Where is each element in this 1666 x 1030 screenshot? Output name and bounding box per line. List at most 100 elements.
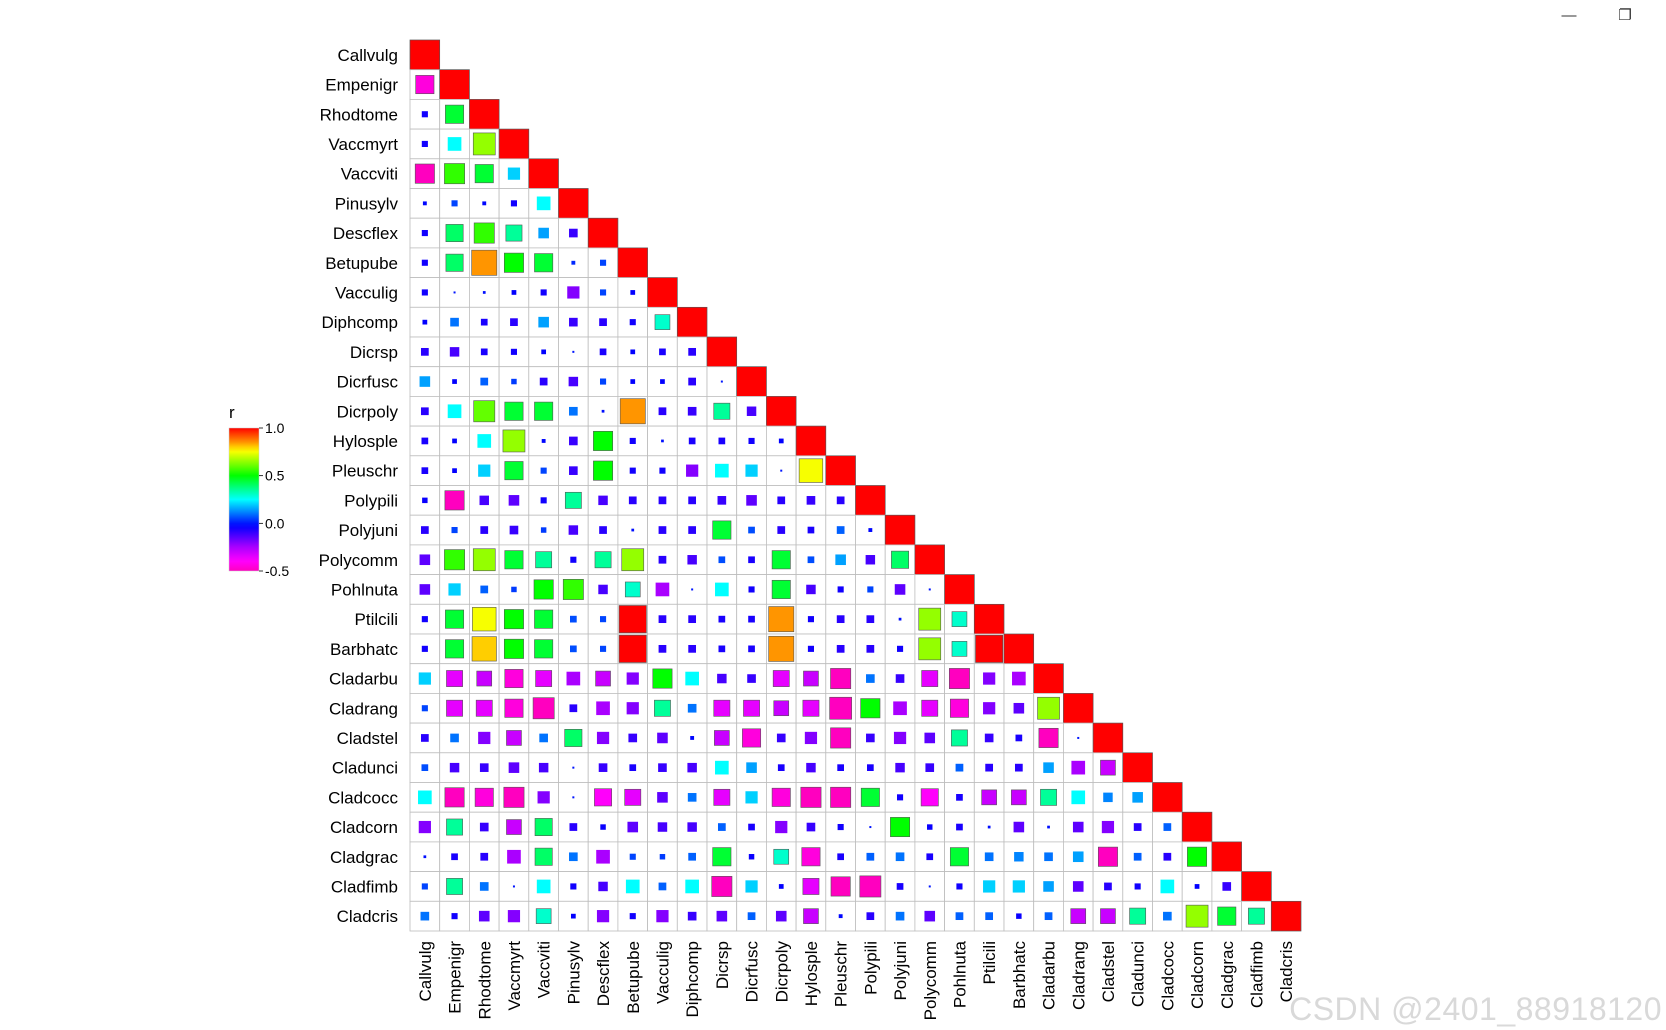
column-labels: Callvulg Empenigr Rhodtome Vaccmyrt Vaccviti… [416,940,1296,1020]
corr-square-Vacculig-Descflex [599,289,607,296]
minimize-icon[interactable]: — [1561,6,1577,24]
corr-square-Polyjuni-Hylosple [807,526,815,534]
corr-square-Pohlnuta-Vaccmyrt [511,586,517,593]
row-label-Cladfimb: Cladfimb [331,877,398,896]
corr-square-Pohlnuta-Betupube [624,581,641,598]
corr-square-Cladarbu-Vaccmyrt [504,669,524,689]
cell-Dicrfusc-Betupube [617,366,649,397]
corr-square-Cladunci-Polycomm [925,763,935,772]
colorbar-tick-label: 1.0 [265,420,285,436]
col-label-Cladstel: Cladstel [1099,941,1118,1002]
corr-square-Cladcorn-Ptilcili [987,825,991,829]
col-label-Dicrfusc: Dicrfusc [743,941,762,1003]
restore-icon[interactable]: ❐ [1618,7,1632,24]
row-label-Dicrsp: Dicrsp [350,343,398,362]
corr-square-Hylosple-Pinusylv [569,436,578,446]
corr-square-Pohlnuta-Vaccviti [533,579,554,600]
corr-square-Cladrang-Diphcomp [687,703,697,713]
col-label-Vaccmyrt: Vaccmyrt [505,941,524,1011]
corr-square-Ptilcili-Vaccviti [534,609,554,629]
corr-square-Cladcocc-Pohlnuta [956,794,963,801]
corr-square-Dicrpoly-Dicrsp [713,402,731,420]
colorbar-tick-label: 0.5 [265,468,285,484]
corr-square-Cladarbu-Diphcomp [685,671,699,686]
corr-square-Cladrang-Dicrsp [713,699,731,717]
corr-square-Vaccviti-Vaccmyrt [507,167,521,180]
corr-square-Cladcorn-Pinusylv [569,823,578,831]
corr-square-Cladcorn-Dicrsp [717,823,726,831]
corr-square-Cladgrac-Cladcocc [1163,852,1172,861]
corr-square-Pleuschr-Vaccmyrt [504,461,524,481]
corr-square-Cladgrac-Rhodtome [480,852,489,861]
cell-Cladcorn-Cladcocc [1152,811,1183,843]
corr-square-Vaccviti-Vaccviti [528,158,559,189]
colorbar-tick-label: -0.5 [265,563,289,579]
corr-square-Barbhatc-Vaccmyrt [503,638,524,659]
corr-square-Cladcris-Dicrfusc [747,912,756,921]
corr-square-Barbhatc-Ptilcili [975,634,1004,663]
corr-square-Barbhatc-Dicrsp [718,645,726,653]
corr-square-Diphcomp-Pinusylv [569,317,578,327]
corr-square-Polycomm-Callvulg [419,554,431,566]
corr-square-Cladgrac-Hylosple [801,847,821,867]
corr-square-Pohlnuta-Callvulg [419,584,431,595]
corr-square-Cladcris-Cladstel [1100,908,1116,924]
corr-square-Cladgrac-Pleuschr [837,853,844,861]
corr-square-Cladstel-Dicrpoly [776,733,786,743]
corr-square-Polypili-Dicrsp [717,496,727,505]
corr-square-Cladcocc-Cladunci [1132,792,1143,803]
corr-square-Hylosple-Diphcomp [688,437,696,445]
corr-square-Barbhatc-Descflex [599,645,607,652]
corr-square-Dicrpoly-Dicrpoly [766,396,797,427]
corr-square-Cladcris-Cladcris [1271,900,1302,932]
corr-square-Cladcris-Betupube [629,913,636,920]
corr-square-Cladcorn-Cladrang [1072,821,1084,833]
corr-square-Cladcorn-Vaccmyrt [506,819,522,835]
corr-square-Cladrang-Ptilcili [983,702,996,715]
corr-square-Cladunci-Barbhatc [1014,763,1023,772]
col-label-Cladgrac: Cladgrac [1218,941,1237,1010]
corr-square-Pohlnuta-Dicrsp [715,582,729,597]
corr-square-Ptilcili-Vaccmyrt [503,609,524,630]
corr-square-Barbhatc-Dicrpoly [768,635,795,662]
corr-square-Polyjuni-Vacculig [658,526,667,534]
corr-square-Barbhatc-Polycomm [918,637,942,661]
corr-square-Polycomm-Pleuschr [835,554,846,566]
corr-square-Polycomm-Rhodtome [472,548,496,572]
corr-square-Cladcorn-Empenigr [446,818,463,836]
corr-square-Ptilcili-Betupube [618,605,647,634]
corr-square-Cladfimb-Cladunci [1134,883,1141,890]
corr-square-Rhodtome-Empenigr [445,104,465,124]
corr-square-Rhodtome-Rhodtome [469,99,500,130]
corr-square-Ptilcili-Hylosple [807,616,815,623]
cell-Pleuschr-Pinusylv [558,455,589,486]
cell-Cladarbu-Pinusylv [558,663,589,694]
watermark: CSDN @2401_88918120 [1289,991,1662,1027]
corr-square-Pleuschr-Vacculig [659,467,666,474]
corr-square-Cladcris-Vacculig [656,910,669,923]
row-label-Barbhatc: Barbhatc [330,640,399,659]
corr-square-Cladfimb-Vacculig [658,882,667,891]
corr-square-Ptilcili-Pohlnuta [951,611,968,627]
corr-square-Polyjuni-Pinusylv [568,525,579,535]
cell-Cladfimb-Cladstel [1092,871,1124,902]
col-label-Barbhatc: Barbhatc [1010,941,1029,1010]
corr-square-Polyjuni-Dicrfusc [748,526,755,534]
corr-square-Polyjuni-Vaccviti [540,527,547,533]
corr-square-Cladfimb-Vaccviti [536,879,551,894]
corr-square-Cladcris-Barbhatc [1016,913,1022,919]
corr-square-Betupube-Pinusylv [571,260,576,265]
corr-square-Cladcocc-Diphcomp [687,793,697,802]
corr-square-Dicrsp-Callvulg [420,347,429,356]
corr-square-Cladcorn-Descflex [600,824,606,830]
corr-square-Dicrfusc-Callvulg [419,376,431,387]
corr-square-Cladcorn-Dicrfusc [748,823,755,831]
corr-square-Cladcocc-Cladcocc [1152,782,1183,813]
corr-square-Pleuschr-Vaccviti [540,467,547,474]
corr-square-Dicrpoly-Vaccviti [534,401,554,421]
corr-square-Cladarbu-Ptilcili [983,672,996,685]
col-label-Cladunci: Cladunci [1129,941,1148,1007]
corr-square-Hylosple-Callvulg [421,437,429,445]
corr-square-Cladstel-Barbhatc [1015,734,1023,742]
